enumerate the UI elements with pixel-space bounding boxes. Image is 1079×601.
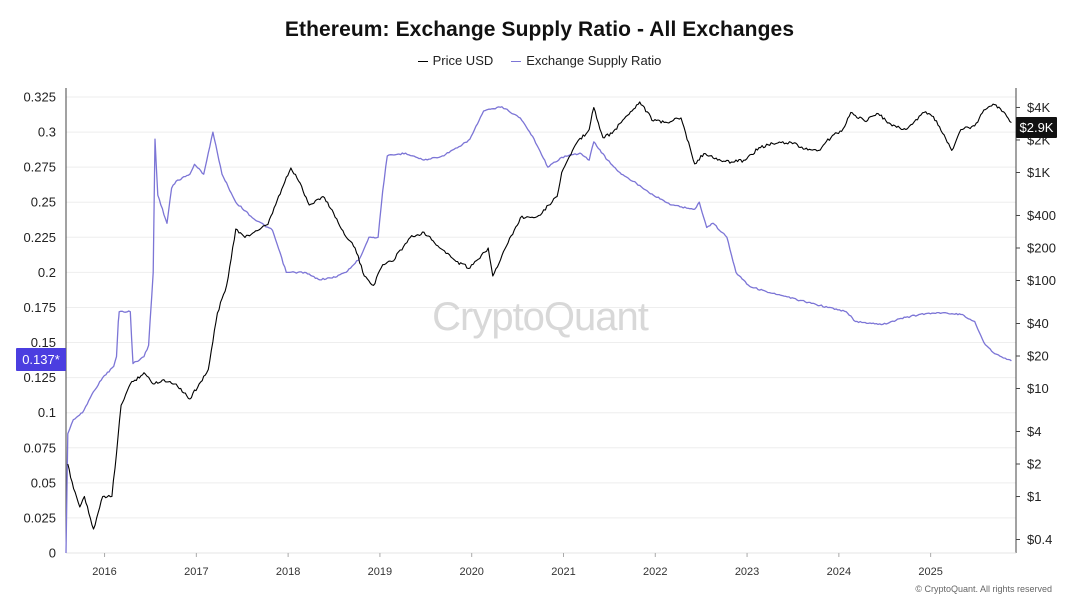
right-axis-tick-label: $400 xyxy=(1027,208,1056,223)
chart-legend: Price USD Exchange Supply Ratio xyxy=(0,53,1079,68)
left-axis-tick-label: 0.175 xyxy=(23,300,56,315)
left-axis-tick-label: 0 xyxy=(49,546,56,561)
price-current-badge-text: $2.9K xyxy=(1020,120,1054,135)
left-axis: 0 0.025 0.05 0.075 0.1 0.125 0.15 0.175 0.2 0.225… xyxy=(23,88,67,561)
ratio-current-badge-text: 0.137* xyxy=(22,352,60,367)
right-axis-tick-label: $1K xyxy=(1027,165,1050,180)
legend-label-price: Price USD xyxy=(432,53,494,68)
left-axis-tick-label: 0.15 xyxy=(31,335,56,350)
legend-swatch-ratio xyxy=(511,60,522,62)
left-axis-tick-label: 0.05 xyxy=(31,475,56,490)
grid-layer xyxy=(66,96,1016,519)
x-axis-tick-label: 2024 xyxy=(827,566,851,578)
left-axis-tick-label: 0.275 xyxy=(23,160,56,175)
left-axis-tick-label: 0.1 xyxy=(38,405,56,420)
left-axis-tick-label: 0.125 xyxy=(23,370,56,385)
left-axis-tick-label: 0.325 xyxy=(23,90,56,105)
left-axis-tick-label: 0.025 xyxy=(23,510,56,525)
right-axis-tick-label: $1 xyxy=(1027,489,1041,504)
left-axis-tick-label: 0.3 xyxy=(38,125,56,140)
right-axis-tick-label: $4K xyxy=(1027,100,1050,115)
x-axis-tick-label: 2023 xyxy=(735,566,759,578)
x-axis-tick-label: 2021 xyxy=(551,566,575,578)
x-axis-tick-label: 2016 xyxy=(92,566,116,578)
price-current-badge: $2.9K xyxy=(1016,117,1057,138)
right-axis-tick-label: $20 xyxy=(1027,349,1049,364)
x-axis-tick-label: 2017 xyxy=(184,566,208,578)
watermark: CryptoQuant xyxy=(432,295,649,339)
right-axis-tick-label: $4 xyxy=(1027,424,1041,439)
left-axis-tick-label: 0.225 xyxy=(23,230,56,245)
x-axis-tick-label: 2019 xyxy=(368,566,392,578)
legend-label-ratio: Exchange Supply Ratio xyxy=(526,53,662,68)
right-axis: $0.4$1$2$4$10$20$40$100$200$400$1K$2K$4K xyxy=(1015,88,1056,553)
x-axis-tick-label: 2025 xyxy=(918,566,942,578)
ratio-current-badge-bg xyxy=(16,348,66,371)
right-axis-tick-label: $0.4 xyxy=(1027,532,1052,547)
ratio-current-badge: 0.137* xyxy=(16,348,66,371)
right-axis-tick-label: $10 xyxy=(1027,381,1049,396)
price-current-badge-bg xyxy=(1016,117,1057,138)
right-axis-tick-label: $2 xyxy=(1027,457,1041,472)
right-axis-tick-label: $200 xyxy=(1027,240,1056,255)
left-axis-tick-label: 0.25 xyxy=(31,195,56,210)
right-axis-tick-label: $100 xyxy=(1027,273,1056,288)
right-axis-tick-label: $40 xyxy=(1027,316,1049,331)
copyright-notice: © CryptoQuant. All rights reserved xyxy=(915,584,1052,594)
x-axis: 2016 2017 2018 2019 2020 2021 2022 2023 2024 2025 xyxy=(66,552,1016,578)
legend-swatch-price xyxy=(417,60,428,62)
legend-item-price[interactable]: Price USD xyxy=(417,53,494,68)
x-axis-tick-label: 2018 xyxy=(276,566,300,578)
legend-item-ratio[interactable]: Exchange Supply Ratio xyxy=(511,53,661,68)
series-line-exchange-supply-ratio xyxy=(65,106,1012,554)
series-line-price-usd xyxy=(67,101,1012,530)
left-axis-tick-label: 0.2 xyxy=(38,265,56,280)
chart-title: Ethereum: Exchange Supply Ratio - All Ex… xyxy=(284,18,795,41)
x-axis-tick-label: 2022 xyxy=(643,566,667,578)
x-axis-tick-label: 2020 xyxy=(459,566,483,578)
left-axis-tick-label: 0.075 xyxy=(23,440,56,455)
